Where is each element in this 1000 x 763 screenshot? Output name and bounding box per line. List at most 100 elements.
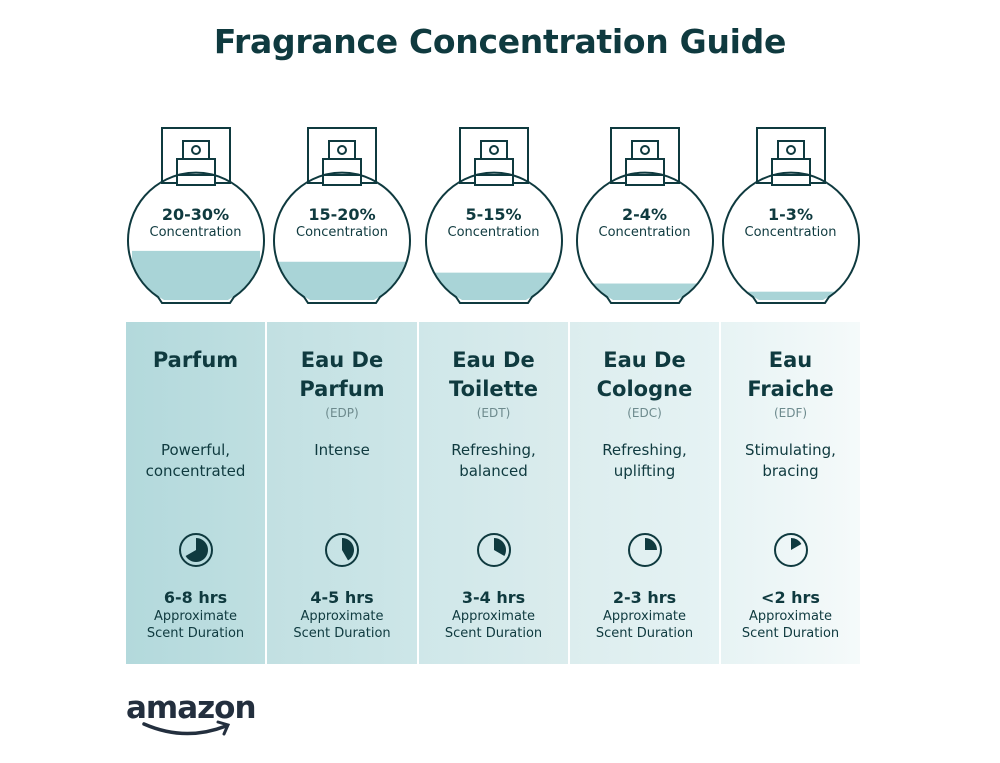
concentration-label: 1-3% Concentration <box>716 205 866 240</box>
duration-hours: 2-3 hrs <box>612 588 677 607</box>
name-line-2: Toilette <box>449 377 538 401</box>
duration-line-1: Approximate <box>602 609 687 624</box>
fragrance-name: Parfum <box>126 346 265 375</box>
duration-label: Approximate Scent Duration <box>570 608 719 642</box>
fragrance-abbreviation: (EDT) <box>476 406 511 420</box>
fragrance-name: Eau De Cologne <box>570 346 719 404</box>
fragrance-description: Stimulating, bracing <box>721 440 860 482</box>
fragrance-description: Powerful, concentrated <box>126 440 265 482</box>
clock-icon <box>476 533 511 567</box>
name-line-1: Parfum <box>152 348 239 372</box>
fragrance-abbreviation: (EDC) <box>627 406 662 420</box>
fragrance-column: 2-4% Concentration Eau De Cologne (EDC) R… <box>570 0 719 763</box>
fragrance-column: 20-30% Concentration Parfum Powerful, con… <box>126 0 265 763</box>
logo-text: amazon <box>126 690 257 726</box>
concentration-percent: 5-15% <box>465 205 522 224</box>
fragrance-description: Refreshing, balanced <box>419 440 568 482</box>
concentration-percent: 15-20% <box>308 205 376 224</box>
clock-fill <box>493 538 506 556</box>
clock-icon <box>627 533 662 567</box>
perfume-bottle: 2-4% Concentration <box>570 125 720 310</box>
fragrance-panel: Eau Fraiche (EDF) Stimulating, bracing <2 … <box>721 322 860 664</box>
clock-icon <box>325 533 359 567</box>
fragrance-abbreviation: (EDF) <box>773 406 808 420</box>
fragrance-panel: Parfum Powerful, concentrated 6-8 hrs App… <box>126 322 265 664</box>
desc-line-1: Refreshing, <box>602 441 687 459</box>
duration-label: Approximate Scent Duration <box>126 608 265 642</box>
name-line-2: Cologne <box>596 377 693 401</box>
desc-line-1: Refreshing, <box>451 441 536 459</box>
duration-line-1: Approximate <box>153 609 238 624</box>
duration-hours: 6-8 hrs <box>163 588 228 607</box>
duration-hours: <2 hrs <box>761 588 820 607</box>
desc-line-1: Powerful, <box>160 441 231 459</box>
duration-line-2: Scent Duration <box>741 626 840 641</box>
duration-label: Approximate Scent Duration <box>267 608 417 642</box>
concentration-text: Concentration <box>296 225 388 240</box>
duration-line-1: Approximate <box>748 609 833 624</box>
liquid-level <box>429 272 558 300</box>
concentration-text: Concentration <box>598 225 691 240</box>
name-line-2: Parfum <box>299 377 385 401</box>
concentration-percent: 1-3% <box>768 205 813 224</box>
smile-arrow-icon <box>142 720 231 736</box>
duration-line-2: Scent Duration <box>146 626 245 641</box>
amazon-logo: amazon <box>126 690 257 736</box>
fragrance-name: Eau De Toilette <box>419 346 568 404</box>
perfume-bottle: 20-30% Concentration <box>121 125 271 310</box>
perfume-bottle: 15-20% Concentration <box>267 125 417 310</box>
perfume-bottle: 5-15% Concentration <box>419 125 569 310</box>
liquid-level <box>726 291 855 300</box>
clock-icon <box>178 533 213 567</box>
concentration-label: 15-20% Concentration <box>267 205 417 240</box>
name-line-1: Eau De <box>603 348 686 372</box>
name-line-1: Eau <box>768 348 813 372</box>
duration-hours: 3-4 hrs <box>461 588 526 607</box>
fragrance-column: 5-15% Concentration Eau De Toilette (EDT)… <box>419 0 568 763</box>
fragrance-abbreviation: (EDP) <box>325 406 359 420</box>
bottle-icon <box>126 127 265 304</box>
concentration-text: Concentration <box>149 225 242 240</box>
concentration-text: Concentration <box>744 225 837 240</box>
duration-label: Approximate Scent Duration <box>419 608 568 642</box>
concentration-percent: 20-30% <box>161 205 230 224</box>
desc-line-2: concentrated <box>145 462 246 480</box>
desc-line-2: bracing <box>762 462 819 480</box>
fragrance-description: Intense <box>267 440 417 461</box>
liquid-level <box>278 261 406 300</box>
fragrance-panel: Eau De Parfum (EDP) Intense 4-5 hrs Appro… <box>267 322 417 664</box>
bottle-icon <box>721 127 860 304</box>
desc-line-1: Intense <box>314 441 370 459</box>
concentration-text: Concentration <box>447 225 540 240</box>
fragrance-panel: Eau De Cologne (EDC) Refreshing, uplifting… <box>570 322 719 664</box>
liquid-level <box>131 250 260 300</box>
name-line-1: Eau De <box>300 348 384 372</box>
perfume-bottle: 1-3% Concentration <box>716 125 866 310</box>
concentration-label: 2-4% Concentration <box>570 205 720 240</box>
bottle-icon <box>273 127 411 304</box>
desc-line-2: uplifting <box>613 462 676 480</box>
fragrance-column: 1-3% Concentration Eau Fraiche (EDF) Stim… <box>721 0 860 763</box>
duration-label: Approximate Scent Duration <box>721 608 860 642</box>
liquid-level <box>580 283 709 300</box>
fragrance-name: Eau De Parfum <box>267 346 417 404</box>
duration-line-2: Scent Duration <box>444 626 543 641</box>
clock-fill <box>790 538 801 550</box>
concentration-label: 20-30% Concentration <box>121 205 271 240</box>
duration-line-1: Approximate <box>300 609 384 624</box>
bottle-icon <box>424 127 563 304</box>
desc-line-2: balanced <box>459 462 528 480</box>
clock-fill <box>342 538 354 561</box>
name-line-2: Fraiche <box>747 377 834 401</box>
duration-hours: 4-5 hrs <box>310 588 374 607</box>
duration-line-2: Scent Duration <box>293 626 391 641</box>
concentration-label: 5-15% Concentration <box>419 205 569 240</box>
clock-fill <box>644 538 657 550</box>
bottle-icon <box>575 127 714 304</box>
name-line-1: Eau De <box>452 348 535 372</box>
fragrance-panel: Eau De Toilette (EDT) Refreshing, balanced… <box>419 322 568 664</box>
duration-line-1: Approximate <box>451 609 536 624</box>
clock-fill <box>185 538 208 562</box>
page-title: Fragrance Concentration Guide <box>213 22 787 61</box>
